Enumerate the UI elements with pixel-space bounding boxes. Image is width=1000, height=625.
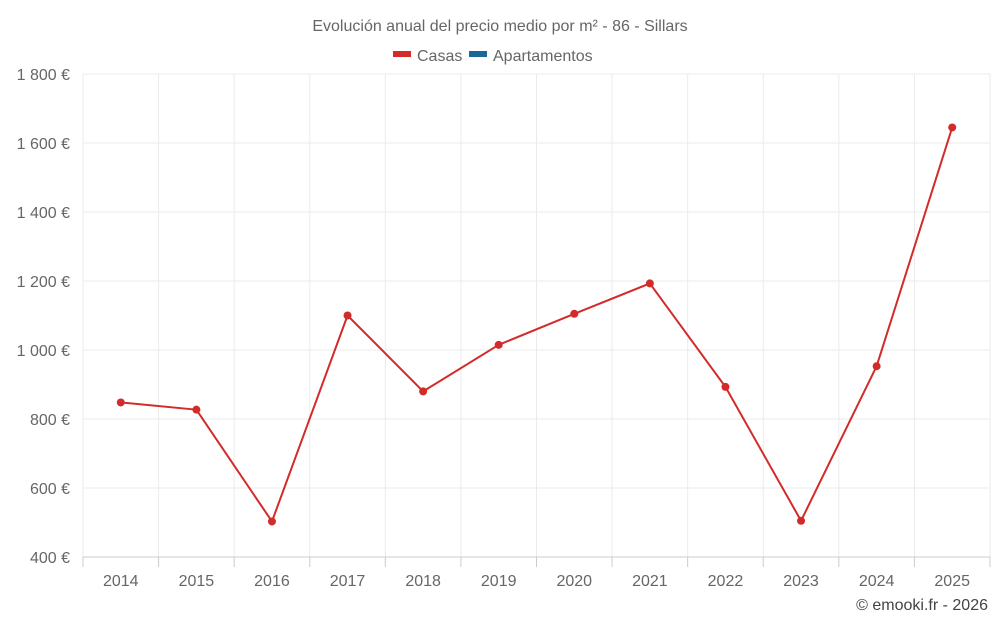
legend-swatch [469, 51, 487, 57]
x-tick-label: 2024 [859, 573, 895, 590]
x-tick-label: 2018 [405, 573, 441, 590]
y-tick-label: 800 € [30, 412, 70, 429]
legend-item-casas[interactable]: Casas [393, 48, 462, 65]
x-tick-label: 2020 [556, 573, 592, 590]
x-tick-label: 2022 [708, 573, 744, 590]
data-point[interactable] [872, 362, 881, 371]
legend-swatch [393, 51, 411, 57]
x-tick-label: 2019 [481, 573, 517, 590]
data-point[interactable] [494, 340, 503, 349]
x-tick-label: 2021 [632, 573, 668, 590]
y-tick-label: 1 200 € [17, 274, 70, 291]
data-point[interactable] [797, 516, 806, 525]
credit-text: © emooki.fr - 2026 [856, 597, 988, 614]
x-tick-label: 2017 [330, 573, 366, 590]
data-point[interactable] [267, 517, 276, 526]
data-point[interactable] [419, 387, 428, 396]
data-point[interactable] [116, 398, 125, 407]
x-tick-label: 2023 [783, 573, 819, 590]
series-line-casas [120, 127, 954, 523]
x-tick-label: 2015 [179, 573, 215, 590]
data-point[interactable] [343, 311, 352, 320]
legend-label: Apartamentos [493, 48, 593, 65]
y-tick-label: 1 600 € [17, 136, 70, 153]
grid [82, 73, 991, 557]
y-tick-label: 600 € [30, 481, 70, 498]
y-tick-label: 1 000 € [17, 343, 70, 360]
y-tick-label: 1 800 € [17, 67, 70, 84]
data-point[interactable] [192, 405, 201, 414]
legend-label: Casas [417, 48, 462, 65]
y-tick-label: 400 € [30, 550, 70, 567]
legend[interactable]: Casas Apartamentos [393, 48, 593, 65]
series-layer [116, 123, 957, 526]
data-point[interactable] [948, 123, 957, 132]
chart-title: Evolución anual del precio medio por m² … [312, 18, 687, 35]
data-point[interactable] [645, 279, 654, 288]
legend-item-apartamentos[interactable]: Apartamentos [469, 48, 593, 65]
axes: 400 € 600 € 800 € 1 000 € 1 200 € 1 400 € 1 60… [17, 67, 991, 590]
y-tick-label: 1 400 € [17, 205, 70, 222]
x-tick-label: 2016 [254, 573, 290, 590]
data-point[interactable] [721, 382, 730, 391]
data-point[interactable] [570, 309, 579, 318]
x-tick-label: 2014 [103, 573, 139, 590]
x-tick-label: 2025 [934, 573, 970, 590]
